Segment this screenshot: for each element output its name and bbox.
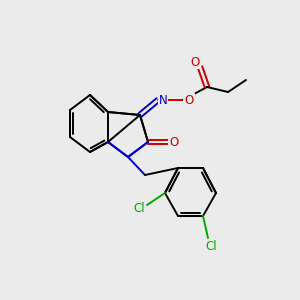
Text: N: N (159, 94, 167, 106)
Text: Cl: Cl (205, 239, 217, 253)
Text: Cl: Cl (133, 202, 145, 215)
Text: O: O (169, 136, 178, 148)
Text: O: O (190, 56, 200, 68)
Text: O: O (184, 94, 194, 106)
